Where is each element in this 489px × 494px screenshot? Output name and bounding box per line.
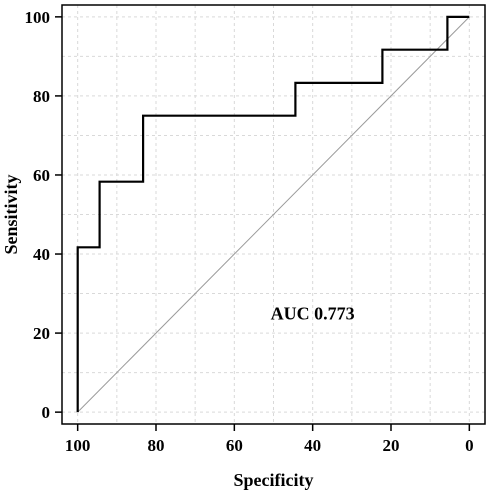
x-tick-label: 40: [304, 436, 321, 455]
y-tick-label: 80: [33, 87, 50, 106]
x-tick-label: 0: [465, 436, 474, 455]
y-tick-label: 40: [33, 245, 50, 264]
y-tick-label: 100: [25, 8, 51, 27]
plot-frame: [61, 4, 486, 425]
y-axis: 0 20 40 60 80 100: [25, 8, 62, 422]
reference-diagonal-line: [77, 16, 470, 413]
x-tick-label: 20: [383, 436, 400, 455]
y-tick-label: 0: [42, 403, 51, 422]
y-tick-label: 60: [33, 166, 50, 185]
auc-annotation: AUC 0.773: [271, 303, 355, 323]
y-tick-label: 20: [33, 324, 50, 343]
x-tick-label: 100: [65, 436, 91, 455]
y-axis-title: Sensitivity: [1, 174, 21, 254]
x-tick-label: 60: [226, 436, 243, 455]
x-axis: 100 80 60 40 20 0: [65, 424, 474, 455]
x-axis-title: Specificity: [234, 470, 314, 490]
x-tick-label: 80: [148, 436, 165, 455]
roc-curve: [76, 15, 470, 413]
